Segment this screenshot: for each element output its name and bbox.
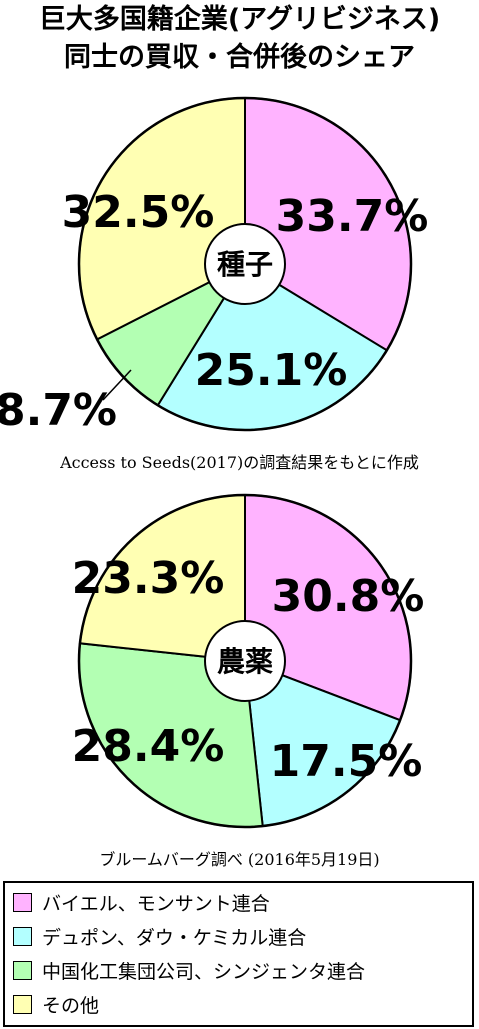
- legend-item-bayer-monsanto: バイエル、モンサント連合: [13, 887, 270, 917]
- data-label-chemchina-syngenta: 8.7%: [0, 385, 117, 436]
- pie-center-label: 農薬: [217, 645, 273, 678]
- chart-title-line-1: 巨大多国籍企業(アグリビジネス): [38, 4, 441, 35]
- data-label-dupont-dow: 17.5%: [270, 736, 423, 787]
- label-leader-line: [102, 369, 132, 401]
- pie-center-hole: [204, 620, 286, 702]
- pie-center-label: 種子: [217, 248, 273, 281]
- data-label-chemchina-syngenta: 28.4%: [72, 721, 225, 772]
- pie-center-hole: [204, 223, 286, 305]
- legend-item-chemchina-syngenta: 中国化工集団公司、シンジェンタ連合: [13, 955, 365, 985]
- data-label-dupont-dow: 25.1%: [195, 345, 348, 396]
- legend: バイエル、モンサント連合 デュポン、ダウ・ケミカル連合 中国化工集団公司、シンジ…: [3, 881, 474, 1027]
- pesticides-pie-chart: 農薬 30.8% 17.5% 28.4% 23.3%: [72, 493, 425, 829]
- legend-label: デュポン、ダウ・ケミカル連合: [42, 926, 307, 949]
- legend-swatch: [13, 994, 32, 1014]
- legend-label: その他: [42, 994, 100, 1017]
- pie-outline: [77, 493, 413, 829]
- legend-label: バイエル、モンサント連合: [42, 892, 270, 915]
- pesticides-source-note: ブルームバーグ調べ (2016年5月19日): [99, 850, 380, 869]
- legend-item-dupont-dow: デュポン、ダウ・ケミカル連合: [13, 921, 306, 951]
- data-label-other: 32.5%: [62, 187, 215, 238]
- data-label-other: 23.3%: [72, 553, 225, 604]
- data-label-bayer-monsanto: 30.8%: [272, 571, 425, 622]
- legend-item-other: その他: [13, 989, 99, 1019]
- legend-swatch: [13, 892, 32, 912]
- chart-title-line-2: 同士の買収・合併後のシェア: [64, 42, 415, 73]
- legend-swatch: [13, 926, 32, 946]
- legend-swatch: [13, 960, 32, 980]
- pie-outline: [77, 96, 413, 432]
- seeds-source-note: Access to Seeds(2017)の調査結果をもとに作成: [60, 453, 419, 472]
- data-label-bayer-monsanto: 33.7%: [276, 191, 429, 242]
- legend-label: 中国化工集団公司、シンジェンタ連合: [42, 960, 366, 983]
